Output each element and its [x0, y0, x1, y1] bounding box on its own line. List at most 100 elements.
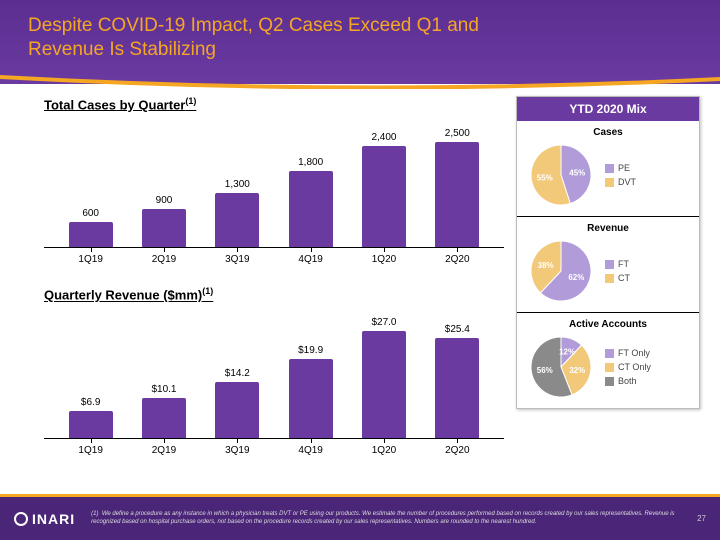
axis-label: 2Q20 [421, 248, 494, 265]
bar [289, 359, 333, 437]
bar-group: 2,500 [421, 116, 494, 247]
axis-label: 3Q19 [201, 439, 274, 456]
main-content: Total Cases by Quarter(1) 600 900 1,300 1,8… [0, 90, 720, 494]
legend-item: DVT [605, 177, 695, 187]
bar-group: 2,400 [347, 116, 420, 247]
axis-label: 2Q19 [127, 439, 200, 456]
bar-group: $25.4 [421, 307, 494, 438]
footnote: (1) We define a procedure as any instanc… [75, 511, 697, 525]
axis-label: 1Q19 [54, 439, 127, 456]
legend-label: FT [618, 259, 629, 269]
swoosh-divider [0, 75, 720, 89]
title-line2: Revenue Is Stabilizing [28, 39, 216, 60]
bar [142, 209, 186, 247]
svg-text:32%: 32% [569, 366, 585, 375]
legend-label: FT Only [618, 348, 650, 358]
title-line1: Despite COVID-19 Impact, Q2 Cases Exceed… [28, 15, 479, 36]
svg-text:55%: 55% [537, 174, 553, 183]
axis-label: 4Q19 [274, 439, 347, 456]
axis-label: 4Q19 [274, 248, 347, 265]
mix-header: YTD 2020 Mix [517, 97, 699, 121]
legend-item: FT Only [605, 348, 695, 358]
bar-group: $14.2 [201, 307, 274, 438]
mix-section: Cases 45% 55% PE DVT [517, 121, 699, 217]
axis-label: 1Q20 [347, 248, 420, 265]
axis-label: 1Q20 [347, 439, 420, 456]
bar-group: 1,300 [201, 116, 274, 247]
bar [289, 171, 333, 247]
bar-group: 600 [54, 116, 127, 247]
legend-swatch-icon [605, 164, 614, 173]
bar-value-label: $25.4 [445, 324, 470, 335]
mix-section: Revenue 62% 38% FT CT [517, 217, 699, 313]
legend-label: CT [618, 273, 630, 283]
bar-group: 1,800 [274, 116, 347, 247]
bar [362, 146, 406, 247]
bar-group: $10.1 [127, 307, 200, 438]
bar-value-label: 2,500 [445, 128, 470, 139]
axis-label: 3Q19 [201, 248, 274, 265]
mix-section-title: Revenue [521, 223, 695, 234]
bar-value-label: 1,300 [225, 179, 250, 190]
bar-group: 900 [127, 116, 200, 247]
pie-chart-icon: 12%32%56% [529, 335, 593, 399]
right-column: YTD 2020 Mix Cases 45% 55% PE DVT Revenue 62% 3… [516, 96, 700, 494]
bar-value-label: $6.9 [81, 397, 100, 408]
svg-text:62%: 62% [568, 273, 584, 282]
mix-section-title: Active Accounts [521, 319, 695, 330]
pie-chart-icon: 45% 55% [529, 143, 593, 207]
svg-text:38%: 38% [538, 261, 554, 270]
legend-swatch-icon [605, 363, 614, 372]
page-number: 27 [697, 514, 706, 523]
axis-label: 2Q20 [421, 439, 494, 456]
bar [142, 398, 186, 438]
legend-label: Both [618, 376, 637, 386]
legend: FT Only CT Only Both [601, 348, 695, 386]
pie-wrap: 62% 38% [521, 238, 601, 304]
legend: PE DVT [601, 163, 695, 187]
legend-swatch-icon [605, 178, 614, 187]
bar [435, 338, 479, 438]
left-column: Total Cases by Quarter(1) 600 900 1,300 1,8… [44, 96, 504, 494]
bar-value-label: 2,400 [371, 132, 396, 143]
legend-label: DVT [618, 177, 636, 187]
svg-text:12%: 12% [559, 348, 575, 357]
legend-swatch-icon [605, 260, 614, 269]
slide-title: Despite COVID-19 Impact, Q2 Cases Exceed… [28, 14, 692, 62]
bar [362, 331, 406, 437]
revenue-chart: Quarterly Revenue ($mm)(1) $6.9 $10.1 $14.… [44, 286, 504, 466]
bar-value-label: $27.0 [371, 317, 396, 328]
bar-value-label: $10.1 [151, 384, 176, 395]
bar-group: $27.0 [347, 307, 420, 438]
bar-value-label: $19.9 [298, 345, 323, 356]
legend-swatch-icon [605, 349, 614, 358]
slide-header: Despite COVID-19 Impact, Q2 Cases Exceed… [0, 0, 720, 84]
bar-value-label: 900 [156, 195, 173, 206]
legend-label: CT Only [618, 362, 651, 372]
mix-section-title: Cases [521, 127, 695, 138]
legend-item: Both [605, 376, 695, 386]
mix-section: Active Accounts12%32%56%FT OnlyCT OnlyBo… [517, 313, 699, 408]
legend-item: CT [605, 273, 695, 283]
pie-wrap: 12%32%56% [521, 334, 601, 400]
logo: INARI [14, 511, 75, 527]
bar [69, 411, 113, 438]
legend: FT CT [601, 259, 695, 283]
legend-swatch-icon [605, 274, 614, 283]
svg-text:45%: 45% [569, 168, 585, 177]
cases-chart-title: Total Cases by Quarter(1) [44, 96, 504, 112]
ytd-mix-box: YTD 2020 Mix Cases 45% 55% PE DVT Revenue 62% 3… [516, 96, 700, 409]
axis-label: 1Q19 [54, 248, 127, 265]
bar [215, 193, 259, 248]
cases-chart: Total Cases by Quarter(1) 600 900 1,300 1,8… [44, 96, 504, 276]
legend-item: CT Only [605, 362, 695, 372]
bar [69, 222, 113, 247]
bar-value-label: 600 [82, 208, 99, 219]
bar-value-label: 1,800 [298, 157, 323, 168]
legend-item: PE [605, 163, 695, 173]
revenue-chart-title: Quarterly Revenue ($mm)(1) [44, 286, 504, 302]
bar [435, 142, 479, 247]
legend-swatch-icon [605, 377, 614, 386]
logo-ring-icon [14, 512, 28, 526]
pie-wrap: 45% 55% [521, 142, 601, 208]
